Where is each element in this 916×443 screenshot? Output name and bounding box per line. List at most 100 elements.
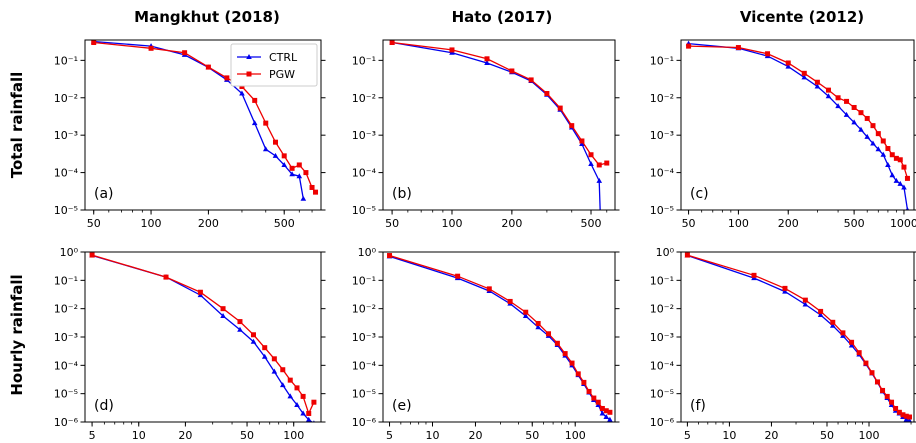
pgw-point [599, 405, 605, 411]
x-tick-label: 20 [178, 429, 192, 442]
pgw-point [586, 388, 592, 394]
pgw-point [281, 153, 287, 159]
pgw-point [455, 273, 461, 279]
y-tick-label: 10⁻⁴ [54, 359, 79, 372]
ctrl-point [287, 393, 294, 399]
series-ctrl [685, 40, 910, 210]
y-tick-label: 10⁻¹ [650, 274, 674, 287]
x-tick-label: 500 [274, 217, 295, 230]
pgw-point [851, 104, 857, 110]
pgw-point [802, 297, 808, 303]
ctrl-point [289, 171, 295, 177]
pgw-point [814, 79, 820, 85]
series-line-ctrl [91, 254, 314, 422]
pgw-point [449, 47, 455, 53]
series-ctrl [89, 252, 315, 422]
axes-frame [84, 251, 322, 423]
pgw-point [849, 339, 855, 345]
ctrl-point [858, 126, 864, 132]
pgw-point [272, 139, 278, 145]
panel-f: 5 10 20 50 100 10⁻⁶ 10⁻⁵ 10⁻⁴ 10⁻³ 10⁻² 10⁻¹ 10⁰ (f) [650, 246, 916, 442]
x-tick-label: 5 [89, 429, 96, 442]
y-tick-label: 10⁻⁴ [650, 167, 675, 180]
pgw-point [907, 414, 913, 420]
y-tick-label: 10⁻² [352, 92, 376, 105]
pgw-point [591, 395, 597, 401]
y-tick-label: 10⁻¹ [54, 274, 78, 287]
pgw-point [880, 387, 886, 393]
pgw-point [889, 399, 895, 405]
pgw-point [507, 298, 513, 304]
pgw-point [607, 409, 613, 415]
pgw-point [840, 330, 846, 336]
ctrl-point [782, 288, 788, 294]
y-tick-label: 10⁻⁶ [650, 416, 675, 429]
pgw-point [901, 164, 907, 170]
pgw-point [864, 115, 870, 121]
ctrl-point [851, 119, 857, 125]
pgw-point [271, 356, 277, 362]
y-tick-label: 10⁻⁴ [54, 167, 79, 180]
x-tick-label: 50 [385, 217, 399, 230]
pgw-point [869, 370, 875, 376]
panel-label: (f) [690, 398, 706, 414]
panel-label: (e) [392, 398, 412, 414]
y-tick-label: 10⁻⁴ [352, 359, 377, 372]
pgw-point [528, 77, 534, 83]
pgw-point [579, 138, 585, 144]
series-line-pgw [389, 254, 611, 413]
series-ctrl [684, 252, 912, 422]
pgw-point [904, 175, 910, 181]
pgw-point [300, 393, 306, 399]
y-tick-label: 10⁻³ [650, 331, 674, 344]
ctrl-point [817, 311, 824, 317]
series-ctrl [389, 40, 603, 210]
y-tick-label: 10⁻¹ [352, 54, 376, 67]
pgw-point [280, 367, 286, 373]
ctrl-point [261, 353, 268, 359]
pgw-point [239, 84, 245, 90]
y-tick-label: 10⁻⁵ [54, 388, 78, 401]
pgw-point [903, 413, 909, 419]
pgw-point [250, 332, 256, 338]
ctrl-point [889, 172, 896, 178]
axes-frame [680, 39, 915, 211]
ctrl-point [885, 161, 891, 167]
pgw-point [751, 272, 757, 278]
legend-label-pgw: PGW [269, 68, 295, 81]
pgw-point [294, 385, 300, 391]
panel-d: 5 10 20 50 100 10⁻⁶ 10⁻⁵ 10⁻⁴ 10⁻³ 10⁻² 10⁻¹ 10⁰ (d) [54, 246, 326, 442]
ctrl-point [535, 324, 541, 330]
x-tick-label: 200 [198, 217, 219, 230]
x-tick-label: 50 [525, 429, 539, 442]
y-tick-label: 10⁻¹ [352, 274, 376, 287]
pgw-point [389, 40, 395, 46]
row-title-total-rainfall: Total rainfall [8, 72, 26, 178]
pgw-point [163, 274, 169, 280]
ctrl-point [272, 152, 279, 158]
ctrl-point [785, 63, 792, 69]
series-pgw [686, 43, 910, 181]
ctrl-point [901, 184, 907, 190]
pgw-point [603, 408, 609, 414]
pgw-point [569, 123, 575, 129]
column-title-mangkhut: Mangkhut (2018) [134, 8, 280, 26]
x-tick-label: 100 [441, 217, 462, 230]
ctrl-point [802, 301, 809, 307]
pgw-point [262, 345, 268, 351]
y-tick-label: 10⁻³ [352, 129, 376, 142]
ctrl-point [596, 177, 603, 183]
pgw-point [801, 70, 807, 76]
column-title-vicente: Vicente (2012) [740, 8, 864, 26]
y-tick-label: 10⁻⁵ [352, 204, 376, 217]
x-tick-label: 50 [820, 429, 834, 442]
ctrl-point [300, 195, 307, 201]
ctrl-point [905, 207, 910, 210]
panel-a: 50 100 200 500 10⁻⁵ 10⁻⁴ 10⁻³ 10⁻² 10⁻¹ (a) CTRL PG… [54, 39, 326, 230]
x-tick-label: 10 [132, 429, 146, 442]
legend-box [230, 43, 318, 87]
pgw-point [893, 155, 899, 161]
pgw-point [484, 56, 490, 62]
y-tick-label: 10⁻⁴ [650, 359, 675, 372]
pgw-point [604, 160, 610, 166]
